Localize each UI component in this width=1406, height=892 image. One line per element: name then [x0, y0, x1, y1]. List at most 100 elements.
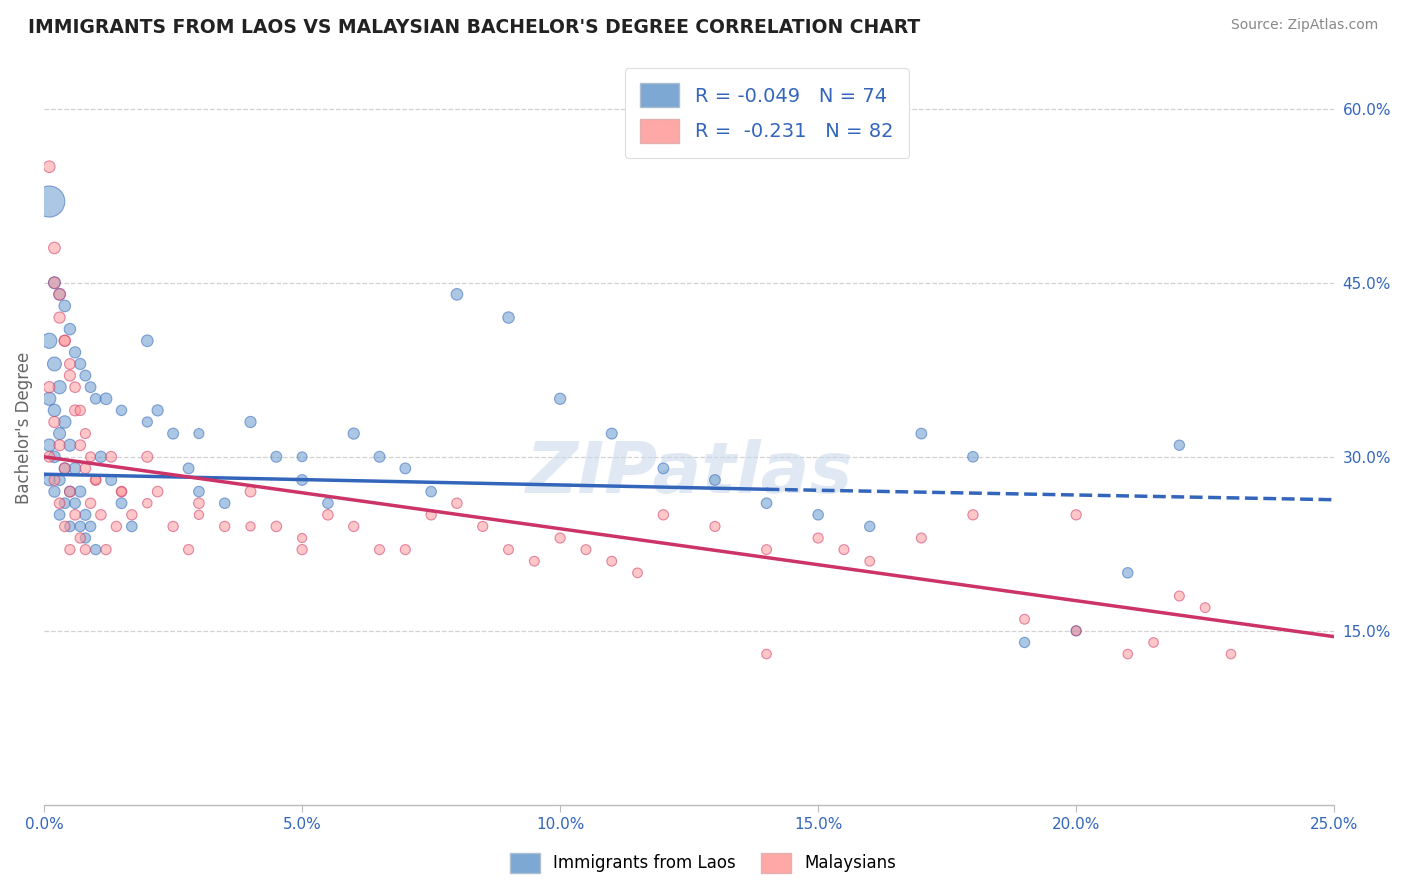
Point	[69, 531, 91, 545]
Point	[807, 508, 830, 522]
Point	[94, 542, 117, 557]
Point	[69, 403, 91, 417]
Point	[69, 438, 91, 452]
Point	[626, 566, 648, 580]
Point	[136, 450, 159, 464]
Point	[1064, 624, 1087, 638]
Text: ZIPatlas: ZIPatlas	[526, 439, 853, 508]
Point	[53, 415, 76, 429]
Point	[214, 519, 236, 533]
Y-axis label: Bachelor's Degree: Bachelor's Degree	[15, 351, 32, 504]
Point	[53, 299, 76, 313]
Point	[90, 450, 112, 464]
Point	[44, 241, 66, 255]
Point	[703, 473, 725, 487]
Point	[266, 450, 288, 464]
Point	[79, 496, 101, 510]
Point	[446, 287, 468, 301]
Point	[63, 403, 86, 417]
Point	[75, 368, 97, 383]
Point	[44, 415, 66, 429]
Point	[121, 508, 143, 522]
Point	[291, 473, 314, 487]
Point	[84, 473, 107, 487]
Point	[48, 426, 70, 441]
Point	[1014, 635, 1036, 649]
Point	[291, 542, 314, 557]
Point	[53, 461, 76, 475]
Point	[44, 450, 66, 464]
Point	[38, 392, 60, 406]
Point	[48, 287, 70, 301]
Point	[498, 310, 520, 325]
Point	[652, 461, 675, 475]
Point	[523, 554, 546, 568]
Point	[63, 496, 86, 510]
Point	[48, 438, 70, 452]
Legend: R = -0.049   N = 74, R =  -0.231   N = 82: R = -0.049 N = 74, R = -0.231 N = 82	[624, 68, 908, 158]
Point	[121, 519, 143, 533]
Point	[832, 542, 855, 557]
Point	[48, 508, 70, 522]
Point	[177, 542, 200, 557]
Point	[471, 519, 494, 533]
Point	[146, 403, 169, 417]
Point	[177, 461, 200, 475]
Point	[100, 473, 122, 487]
Point	[703, 519, 725, 533]
Point	[910, 531, 932, 545]
Point	[394, 461, 416, 475]
Point	[136, 415, 159, 429]
Point	[291, 450, 314, 464]
Point	[1116, 566, 1139, 580]
Point	[44, 276, 66, 290]
Point	[38, 473, 60, 487]
Point	[239, 415, 262, 429]
Point	[343, 426, 366, 441]
Point	[548, 392, 571, 406]
Point	[266, 519, 288, 533]
Point	[755, 496, 778, 510]
Point	[63, 508, 86, 522]
Point	[548, 531, 571, 545]
Point	[420, 484, 443, 499]
Point	[94, 392, 117, 406]
Point	[84, 473, 107, 487]
Point	[368, 542, 391, 557]
Point	[53, 334, 76, 348]
Point	[291, 531, 314, 545]
Point	[755, 542, 778, 557]
Point	[910, 426, 932, 441]
Point	[110, 403, 132, 417]
Point	[1064, 508, 1087, 522]
Point	[859, 519, 882, 533]
Point	[136, 496, 159, 510]
Point	[75, 508, 97, 522]
Text: Source: ZipAtlas.com: Source: ZipAtlas.com	[1230, 18, 1378, 32]
Point	[79, 450, 101, 464]
Point	[162, 519, 184, 533]
Point	[239, 519, 262, 533]
Point	[44, 403, 66, 417]
Point	[600, 426, 623, 441]
Point	[53, 334, 76, 348]
Point	[146, 484, 169, 499]
Point	[498, 542, 520, 557]
Point	[105, 519, 128, 533]
Point	[69, 357, 91, 371]
Point	[187, 426, 209, 441]
Point	[84, 542, 107, 557]
Point	[69, 484, 91, 499]
Point	[1116, 647, 1139, 661]
Point	[48, 496, 70, 510]
Point	[59, 438, 82, 452]
Point	[807, 531, 830, 545]
Point	[38, 438, 60, 452]
Point	[214, 496, 236, 510]
Point	[38, 380, 60, 394]
Point	[859, 554, 882, 568]
Point	[755, 647, 778, 661]
Point	[75, 461, 97, 475]
Legend: Immigrants from Laos, Malaysians: Immigrants from Laos, Malaysians	[503, 847, 903, 880]
Point	[368, 450, 391, 464]
